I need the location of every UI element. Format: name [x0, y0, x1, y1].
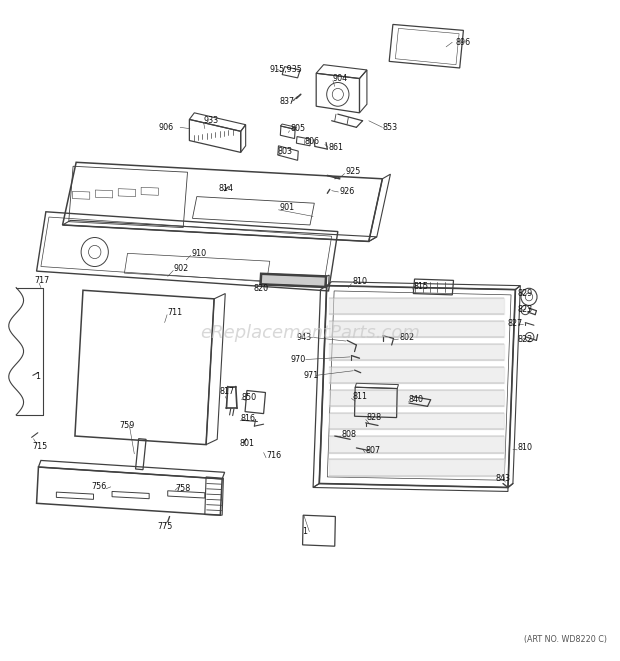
Text: 806: 806 [304, 137, 319, 146]
Text: 717: 717 [35, 276, 50, 285]
Text: 902: 902 [174, 264, 189, 273]
Text: 853: 853 [383, 123, 398, 132]
Text: 933: 933 [203, 116, 219, 125]
Text: 829: 829 [518, 289, 533, 298]
Text: 759: 759 [120, 421, 135, 430]
Text: 807: 807 [366, 446, 381, 455]
Polygon shape [260, 274, 326, 287]
Text: 814: 814 [218, 184, 234, 192]
Text: 910: 910 [191, 249, 206, 258]
Text: 801: 801 [239, 440, 254, 448]
Text: 828: 828 [366, 413, 381, 422]
Text: 715: 715 [33, 442, 48, 451]
Text: 810: 810 [352, 277, 367, 286]
Text: 926: 926 [339, 188, 354, 196]
Text: 823: 823 [518, 305, 533, 314]
Text: 827: 827 [508, 319, 523, 329]
Text: 850: 850 [242, 393, 257, 402]
Text: 803: 803 [277, 147, 292, 156]
Text: 758: 758 [175, 484, 191, 492]
Text: 716: 716 [267, 451, 282, 460]
Text: 970: 970 [290, 355, 306, 364]
Text: 711: 711 [168, 308, 183, 317]
Text: 802: 802 [399, 332, 414, 342]
Text: 808: 808 [342, 430, 356, 439]
Text: 925: 925 [345, 167, 361, 176]
Text: eReplacementParts.com: eReplacementParts.com [200, 324, 420, 342]
Text: 906: 906 [159, 123, 174, 132]
Text: 943: 943 [296, 332, 311, 342]
Text: 811: 811 [352, 392, 367, 401]
Text: 904: 904 [333, 74, 348, 83]
Text: 971: 971 [304, 371, 319, 380]
Text: 817: 817 [219, 387, 235, 396]
Text: 805: 805 [290, 124, 305, 133]
Text: 840: 840 [409, 395, 424, 404]
Text: 775: 775 [157, 522, 172, 531]
Text: 822: 822 [518, 335, 533, 344]
Text: 756: 756 [91, 483, 106, 491]
Text: 843: 843 [495, 475, 511, 483]
Text: (ART NO. WD8220 C): (ART NO. WD8220 C) [524, 635, 607, 644]
Text: 1: 1 [303, 527, 308, 536]
Text: 901: 901 [279, 204, 294, 212]
Text: 837: 837 [279, 97, 294, 106]
Text: 915,935: 915,935 [270, 65, 303, 74]
Text: 816: 816 [241, 414, 255, 424]
Text: 861: 861 [329, 143, 343, 151]
Text: 1: 1 [35, 372, 40, 381]
Text: 896: 896 [455, 38, 471, 47]
Text: 820: 820 [253, 284, 268, 293]
Text: 810: 810 [518, 444, 533, 452]
Text: 815: 815 [414, 282, 428, 291]
